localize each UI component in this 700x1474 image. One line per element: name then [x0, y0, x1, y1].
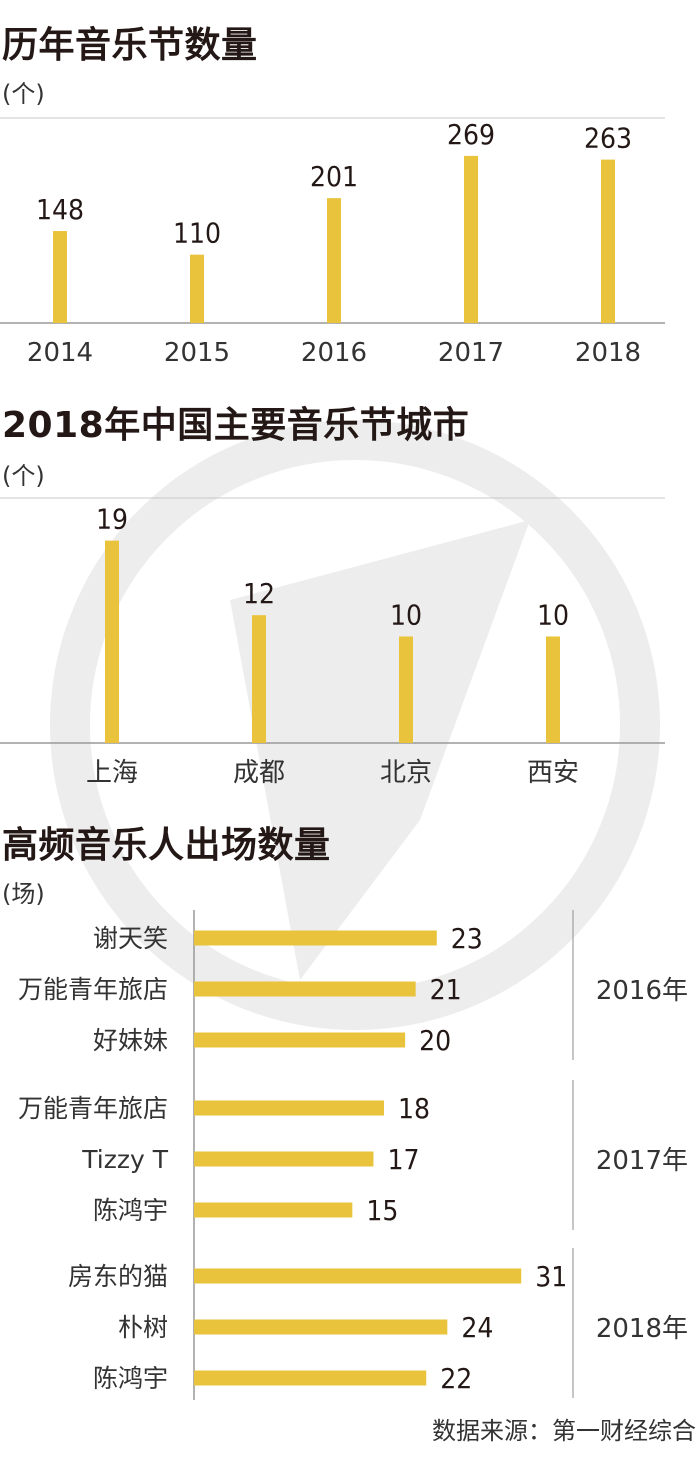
- tick-label: 西安: [527, 758, 579, 788]
- bar-万能青年旅店: [194, 981, 416, 997]
- bar-上海: [105, 540, 119, 743]
- value-label: 10: [537, 598, 569, 631]
- value-label: 23: [451, 922, 483, 955]
- bar-陈鸿宇: [194, 1370, 427, 1386]
- category-label: 房东的猫: [68, 1262, 168, 1291]
- value-label: 15: [366, 1194, 398, 1227]
- value-label: 17: [387, 1143, 419, 1176]
- bar-成都: [252, 615, 266, 743]
- group-label: 2016年: [596, 976, 688, 1006]
- category-label: 陈鸿宇: [93, 1364, 168, 1393]
- bar-万能青年旅店: [194, 1100, 384, 1116]
- value-label: 31: [535, 1260, 567, 1293]
- value-label: 269: [447, 118, 495, 151]
- chart-unit: (个): [2, 80, 45, 108]
- chart-artist-appearances: 高频音乐人出场数量 (场) 2016年 23 谢天笑 21 万能青年旅店 20 好妹妹 201…: [2, 825, 688, 1400]
- value-label: 20: [419, 1024, 451, 1057]
- data-source: 数据来源：第一财经综合: [432, 1417, 696, 1445]
- bar-Tizzy T: [194, 1151, 374, 1167]
- category-label: 陈鸿宇: [93, 1196, 168, 1225]
- value-label: 24: [461, 1311, 493, 1344]
- value-label: 21: [430, 973, 462, 1006]
- group-label: 2018年: [596, 1314, 688, 1344]
- value-label: 148: [36, 193, 84, 226]
- chart-unit: (场): [2, 880, 45, 908]
- chart-unit: (个): [2, 462, 45, 490]
- group-label: 2017年: [596, 1146, 688, 1176]
- value-label: 10: [390, 598, 422, 631]
- hbar-chart-artists: 2016年 23 谢天笑 21 万能青年旅店 20 好妹妹 2017年 18 万能青年旅店 17 Ti…: [18, 910, 688, 1400]
- bar-西安: [546, 636, 560, 743]
- category-label: 万能青年旅店: [18, 1094, 168, 1123]
- tick-label: 成都: [233, 758, 285, 788]
- category-label: 谢天笑: [93, 924, 168, 953]
- value-label: 263: [584, 122, 632, 155]
- bar-2017: [464, 155, 478, 323]
- tick-label: 北京: [380, 758, 432, 788]
- bar-2014: [53, 231, 67, 323]
- value-label: 19: [96, 503, 128, 536]
- bar-2015: [190, 254, 204, 323]
- chart-title: 2018年中国主要音乐节城市: [2, 405, 470, 446]
- category-label: Tizzy T: [81, 1145, 168, 1174]
- chart-annual-festivals: 历年音乐节数量 (个) 148 2014 110 2015 201 2016 269 2017…: [0, 0, 700, 380]
- chart-city-festivals: 2018年中国主要音乐节城市 (个) 19 上海 12 成都 10 北京 10 西安: [0, 405, 665, 788]
- value-label: 18: [398, 1092, 430, 1125]
- category-label: 好妹妹: [93, 1026, 168, 1055]
- tick-label: 2014: [27, 338, 93, 368]
- bar-chart-annual: 148 2014 110 2015 201 2016 269 2017 263 2018: [0, 117, 665, 368]
- value-label: 201: [310, 160, 358, 193]
- chart-title: 高频音乐人出场数量: [2, 825, 331, 866]
- bar-好妹妹: [194, 1032, 406, 1048]
- chart-title: 历年音乐节数量: [2, 25, 258, 66]
- tick-label: 2017: [438, 338, 504, 368]
- bar-2018: [601, 159, 615, 323]
- bar-谢天笑: [194, 930, 437, 946]
- bar-chart-cities: 19 上海 12 成都 10 北京 10 西安: [0, 497, 665, 788]
- bar-房东的猫: [194, 1268, 522, 1284]
- category-label: 万能青年旅店: [18, 975, 168, 1004]
- value-label: 22: [440, 1362, 472, 1395]
- tick-label: 2018: [575, 338, 641, 368]
- bar-2016: [327, 198, 341, 323]
- tick-label: 上海: [86, 758, 138, 788]
- value-label: 110: [173, 217, 221, 250]
- bar-朴树: [194, 1319, 448, 1335]
- tick-label: 2016: [301, 338, 367, 368]
- value-label: 12: [243, 577, 275, 610]
- category-label: 朴树: [118, 1313, 168, 1342]
- bar-陈鸿宇: [194, 1202, 353, 1218]
- tick-label: 2015: [164, 338, 230, 368]
- bar-北京: [399, 636, 413, 743]
